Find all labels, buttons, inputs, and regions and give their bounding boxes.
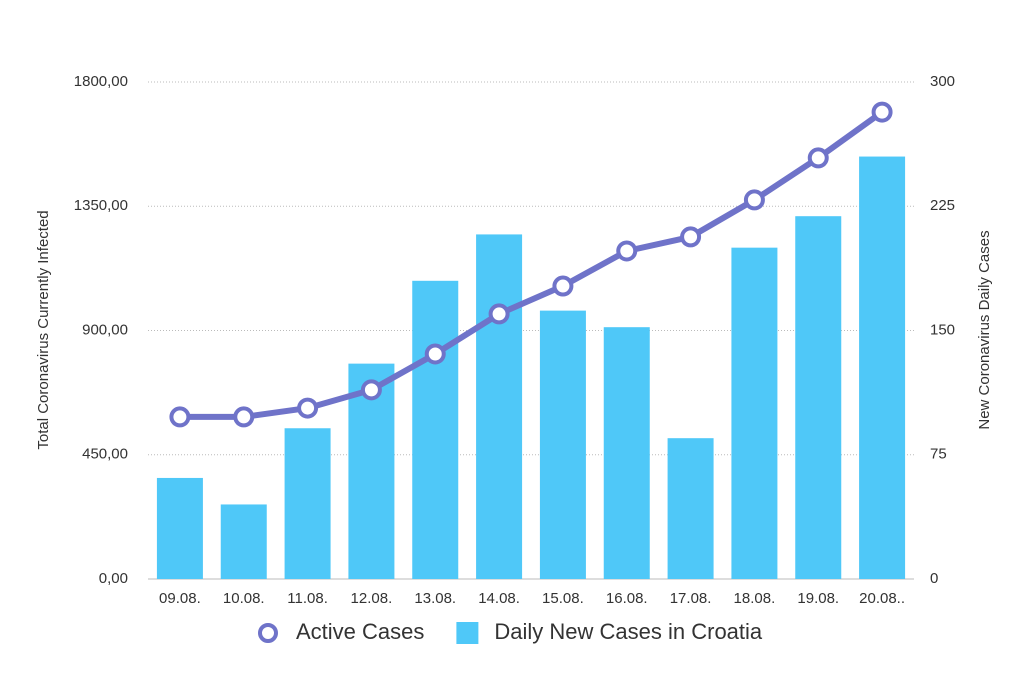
y-tick-label: 450,00: [82, 446, 128, 463]
bar: [476, 234, 523, 579]
bar: [795, 216, 842, 579]
bar: [667, 438, 714, 579]
x-tick-label: 12.08.: [351, 590, 393, 607]
y-tick-label: 0,00: [99, 570, 128, 587]
bar: [412, 280, 459, 579]
y-tick-label: 900,00: [82, 321, 128, 338]
x-tick-label: 10.08.: [223, 590, 265, 607]
y-axis-title: Total Coronavirus Currently Infected: [35, 210, 52, 449]
legend-marker: [456, 622, 479, 644]
line-point: [233, 406, 255, 428]
x-tick-label: 11.08.: [287, 590, 328, 607]
y2-tick-label: 225: [930, 197, 955, 214]
line-point: [616, 240, 638, 262]
y2-tick-label: 0: [930, 570, 938, 587]
y2-axis-title: New Coronavirus Daily Cases: [976, 230, 993, 429]
legend-label: Active Cases: [296, 619, 424, 644]
y2-tick-label: 75: [930, 446, 947, 463]
bar: [603, 327, 650, 579]
x-tick-label: 19.08.: [797, 590, 839, 607]
bar: [859, 156, 906, 580]
line-point: [169, 406, 191, 428]
bar: [731, 247, 778, 579]
x-tick-label: 09.08.: [159, 590, 201, 607]
y-tick-label: 1350,00: [74, 197, 128, 214]
line-point: [552, 275, 574, 297]
line-point: [360, 379, 382, 401]
x-tick-label: 14.08.: [478, 590, 520, 607]
line-point: [488, 303, 510, 325]
y2-tick-label: 150: [930, 321, 955, 338]
line-point: [871, 101, 893, 123]
x-tick-label: 17.08.: [670, 590, 712, 607]
x-tick-label: 18.08.: [734, 590, 776, 607]
line-point: [424, 343, 446, 365]
line-point: [680, 226, 702, 248]
line-point: [297, 397, 319, 419]
bar: [539, 310, 586, 579]
x-tick-label: 20.08..: [859, 590, 905, 607]
legend-label: Daily New Cases in Croatia: [494, 619, 763, 644]
bar: [220, 504, 267, 579]
x-tick-label: 13.08.: [414, 590, 456, 607]
line-point: [807, 147, 829, 169]
y-tick-label: 1800,00: [74, 73, 128, 90]
legend-marker: [258, 623, 278, 643]
bar: [156, 477, 203, 579]
x-tick-label: 15.08.: [542, 590, 584, 607]
x-tick-label: 16.08.: [606, 590, 648, 607]
y2-tick-label: 300: [930, 73, 955, 90]
bar: [284, 428, 331, 579]
line: [179, 109, 884, 420]
line-point: [743, 189, 765, 211]
